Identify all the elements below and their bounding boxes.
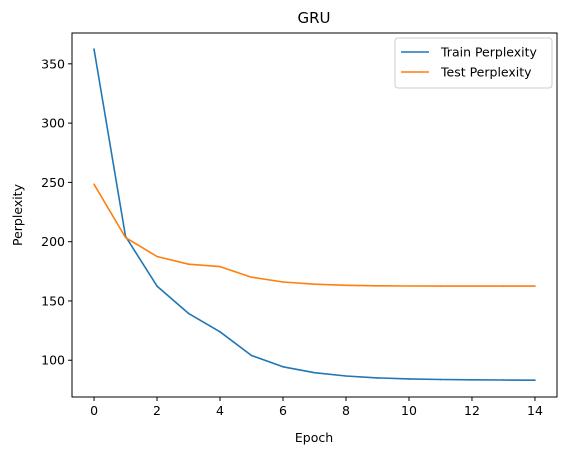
test-perplexity-point — [471, 285, 473, 287]
test-perplexity-point — [156, 255, 158, 258]
chart-title: GRU — [297, 9, 330, 27]
y-axis: 100 150 200 250 300 350 — [41, 56, 72, 368]
x-tick-label: 6 — [279, 403, 287, 418]
legend: Train Perplexity Test Perplexity — [394, 37, 553, 89]
test-perplexity-line — [93, 183, 535, 287]
test-perplexity-point — [502, 285, 505, 287]
y-tick-label: 350 — [41, 56, 65, 71]
plot-frame — [71, 32, 558, 398]
train-perplexity-point — [502, 379, 505, 381]
x-tick-label: 8 — [342, 403, 350, 418]
x-axis-label: Epoch — [295, 430, 333, 445]
y-axis-label: Perplexity — [10, 183, 25, 246]
y-tick-label: 250 — [41, 175, 65, 190]
train-perplexity-point — [282, 366, 284, 368]
x-tick-label: 2 — [153, 403, 161, 418]
train-perplexity-point — [219, 331, 221, 333]
y-tick-label: 200 — [41, 234, 65, 249]
y-tick-label: 150 — [41, 293, 65, 308]
train-perplexity-point — [376, 377, 379, 379]
y-tick-label: 100 — [41, 353, 65, 368]
train-perplexity-point — [156, 285, 158, 287]
test-perplexity-point — [313, 283, 316, 286]
train-perplexity-point — [471, 379, 473, 381]
x-tick-label: 4 — [216, 403, 224, 418]
test-perplexity-point — [408, 285, 410, 287]
x-tick-label: 14 — [527, 403, 543, 418]
train-perplexity-point — [439, 378, 442, 381]
train-perplexity-point — [534, 379, 536, 382]
test-perplexity-legend-label: Test Perplexity — [440, 65, 532, 80]
train-perplexity-point — [313, 371, 316, 374]
train-perplexity-point — [187, 312, 190, 315]
test-perplexity-point — [534, 285, 536, 287]
test-perplexity-point — [219, 265, 221, 268]
test-perplexity-point — [345, 284, 347, 287]
train-perplexity-point — [250, 354, 253, 357]
test-perplexity-point — [282, 281, 284, 283]
train-perplexity-point — [408, 378, 410, 380]
test-perplexity-point — [93, 183, 95, 185]
train-perplexity-point — [345, 375, 347, 377]
legend-box — [394, 37, 553, 89]
y-tick-label: 300 — [41, 116, 65, 131]
train-perplexity-point — [93, 48, 95, 50]
train-perplexity-line — [93, 48, 536, 381]
x-tick-label: 10 — [401, 403, 417, 418]
test-perplexity-point — [439, 285, 442, 287]
x-tick-label: 0 — [90, 403, 98, 418]
test-perplexity-point — [124, 236, 127, 239]
test-perplexity-point — [376, 285, 379, 287]
x-tick-label: 12 — [464, 403, 480, 418]
test-perplexity-point — [187, 263, 190, 266]
train-perplexity-legend-label: Train Perplexity — [440, 45, 538, 60]
series-lines — [93, 48, 536, 382]
plot-area: 0 2 4 6 8 10 12 14 100 150 200 250 300 350 — [41, 32, 558, 418]
x-axis: 0 2 4 6 8 10 12 14 — [90, 397, 543, 418]
test-perplexity-point — [250, 276, 253, 279]
